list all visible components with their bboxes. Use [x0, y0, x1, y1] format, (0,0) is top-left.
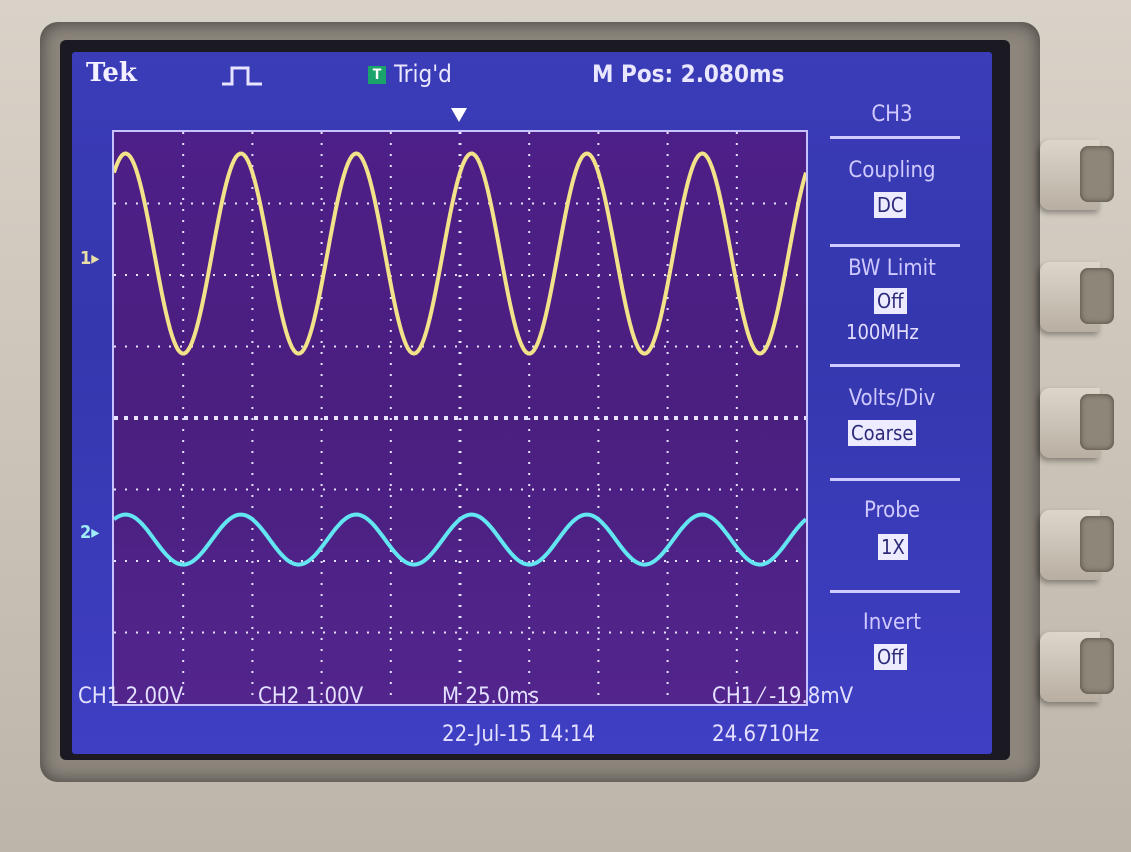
- graticule: [112, 130, 808, 706]
- menu-probe-label[interactable]: Probe: [863, 498, 921, 523]
- menu-button-2[interactable]: [1040, 262, 1114, 332]
- waveform-traces: [114, 151, 806, 567]
- run-square-pulse-icon: [222, 66, 262, 86]
- menu-button-3[interactable]: [1040, 388, 1114, 458]
- menu-title: CH3: [871, 102, 913, 127]
- menu-bw-limit-value[interactable]: Off: [874, 288, 907, 314]
- menu-probe-value[interactable]: 1X: [878, 534, 908, 560]
- ch1-scale-readout: CH1 2.00V: [78, 684, 184, 709]
- ch1-ground-marker: 1▸: [80, 248, 100, 269]
- menu-invert-label[interactable]: Invert: [862, 610, 922, 635]
- datetime-readout: 22-Jul-15 14:14: [442, 722, 596, 747]
- menu-divider: [830, 364, 960, 367]
- trigger-position-arrow-icon: [451, 108, 467, 122]
- menu-bw-limit-label[interactable]: BW Limit: [848, 256, 936, 281]
- menu-divider: [830, 244, 960, 247]
- menu-divider: [830, 478, 960, 481]
- menu-button-1[interactable]: [1040, 140, 1114, 210]
- oscilloscope-screen: Tek T Trig'd M Pos: 2.080ms 1▸ 2▸ CH3 Co…: [72, 52, 992, 754]
- menu-button-4[interactable]: [1040, 510, 1114, 580]
- frequency-readout: 24.6710Hz: [712, 722, 820, 747]
- ch2-scale-readout: CH2 1.00V: [258, 684, 364, 709]
- main-position-readout: M Pos: 2.080ms: [592, 60, 785, 88]
- menu-volts-div-value[interactable]: Coarse: [848, 420, 917, 446]
- menu-divider: [830, 590, 960, 593]
- timebase-readout: M 25.0ms: [442, 684, 540, 709]
- brand-logo: Tek: [86, 58, 137, 88]
- menu-bw-limit-frequency: 100MHz: [846, 320, 919, 344]
- menu-button-5[interactable]: [1040, 632, 1114, 702]
- grid-lines: [114, 132, 806, 704]
- graticule-svg: [114, 132, 806, 704]
- trigger-indicator-box: T: [368, 66, 386, 84]
- menu-coupling-value[interactable]: DC: [874, 192, 907, 218]
- menu-invert-value[interactable]: Off: [874, 644, 907, 670]
- menu-divider: [830, 136, 960, 139]
- ch2-ground-marker: 2▸: [80, 522, 100, 543]
- ch1-trace: [114, 151, 806, 356]
- trigger-level-readout: CH1 ⁄ -19.8mV: [712, 684, 854, 709]
- trigger-status: Trig'd: [394, 60, 452, 88]
- menu-coupling-label[interactable]: Coupling: [848, 158, 936, 183]
- menu-volts-div-label[interactable]: Volts/Div: [848, 386, 936, 411]
- ch2-trace: [114, 512, 806, 567]
- side-menu: CH3 Coupling DC BW Limit Off 100MHz Volt…: [822, 102, 992, 702]
